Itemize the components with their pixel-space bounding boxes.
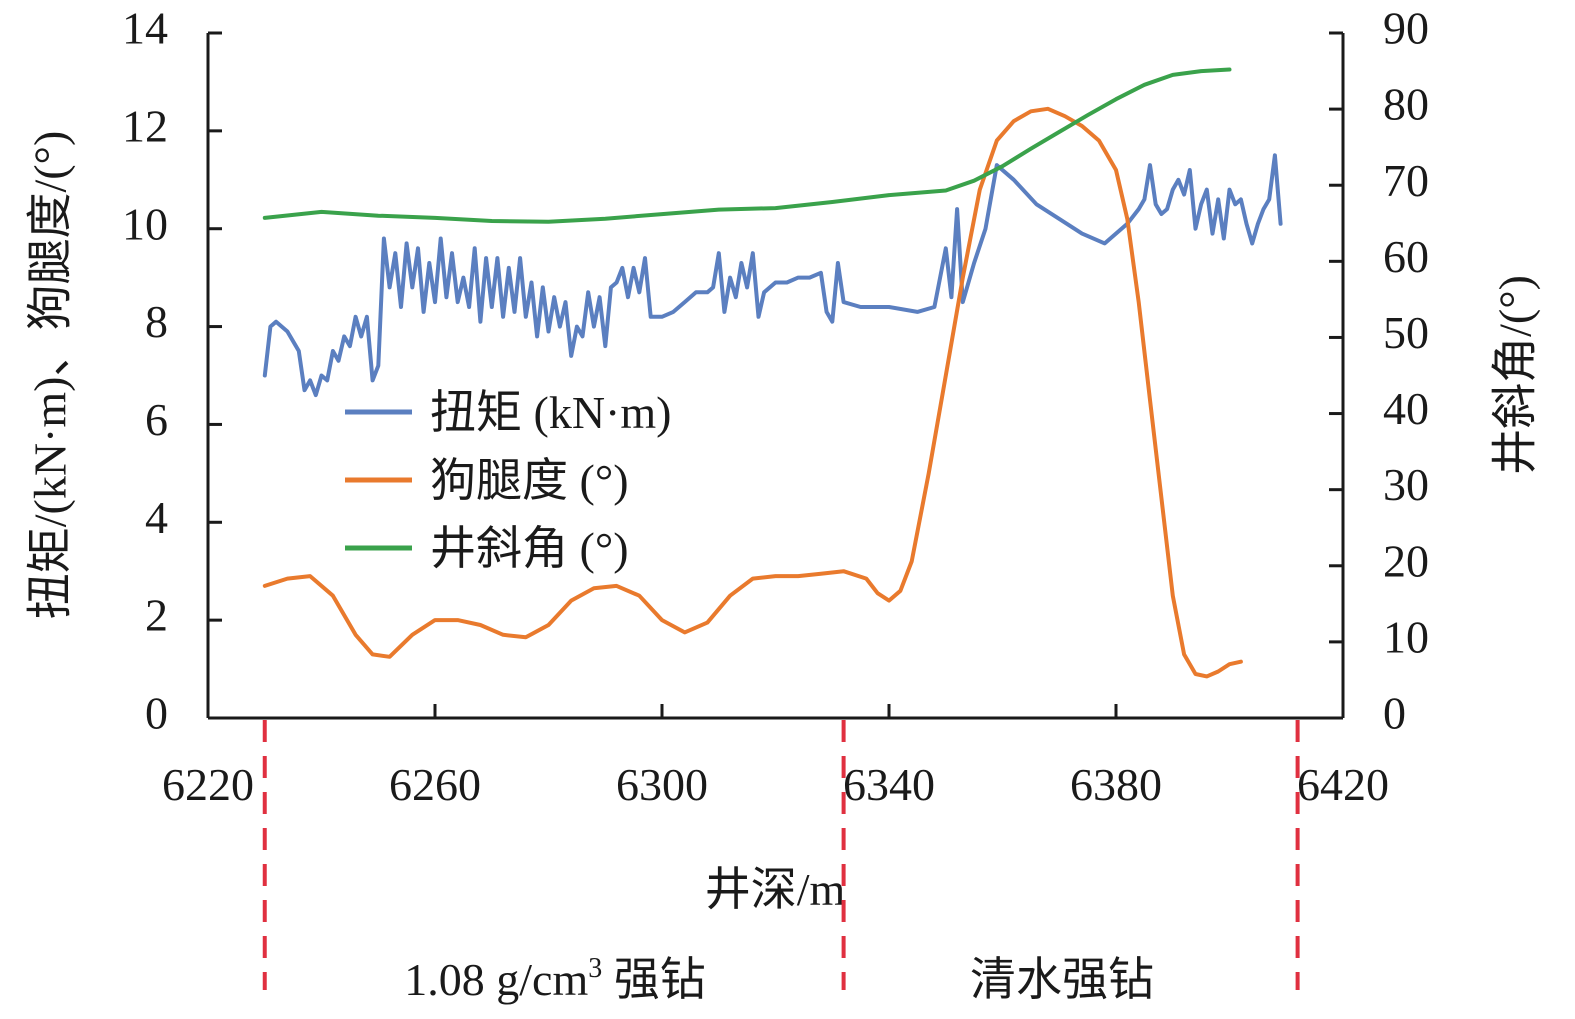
region-dividers	[262, 720, 1300, 990]
x-tick-label: 6340	[843, 759, 935, 810]
x-tick-label: 6380	[1070, 759, 1162, 810]
legend: 扭矩 (kN·m) 狗腿度 (°) 井斜角 (°)	[345, 387, 671, 574]
region-label-water: 清水强钻	[970, 954, 1154, 1005]
right-tick-labels: 0 10 20 30 40 50 60 70 80 90	[1383, 3, 1429, 739]
region-label-mud: 1.08 g/cm3 强钻	[404, 953, 705, 1005]
series-lines	[262, 67, 1283, 679]
region-label-mud-suffix: 强钻	[602, 954, 706, 1005]
y-left-tick-label: 2	[145, 590, 168, 641]
y-right-tick-label: 60	[1383, 231, 1429, 282]
x-tick-label: 6260	[389, 759, 481, 810]
y-right-tick-label: 30	[1383, 459, 1429, 510]
y-left-tick-label: 8	[145, 296, 168, 347]
y-right-tick-label: 90	[1383, 3, 1429, 54]
series-line-torque	[262, 153, 1283, 398]
region-label-mud-base: 1.08 g/cm	[404, 954, 588, 1005]
legend-label-inclination: 井斜角 (°)	[430, 523, 629, 574]
y-right-tick-label: 40	[1383, 383, 1429, 434]
y-left-tick-label: 6	[145, 394, 168, 445]
y-left-tick-label: 10	[122, 198, 168, 249]
x-axis-title: 井深/m	[705, 864, 846, 915]
y-right-tick-label: 50	[1383, 307, 1429, 358]
y-right-tick-label: 70	[1383, 155, 1429, 206]
y-left-tick-label: 4	[145, 492, 168, 543]
x-tick-label: 6220	[162, 759, 254, 810]
y-left-tick-label: 0	[145, 688, 168, 739]
y-right-axis-title: 井斜角/(°)	[1490, 275, 1541, 475]
region-label-mud-sup: 3	[588, 953, 602, 984]
y-left-tick-label: 12	[122, 100, 168, 151]
y-right-tick-label: 80	[1383, 79, 1429, 130]
y-left-tick-label: 14	[122, 3, 168, 54]
axes	[206, 31, 1345, 720]
x-tick-label: 6300	[616, 759, 708, 810]
x-tick-labels: 6220 6260 6300 6340 6380 6420	[162, 759, 1389, 810]
series-line-dogleg	[262, 106, 1243, 679]
y-right-tick-label: 0	[1383, 688, 1406, 739]
left-tick-labels: 0 2 4 6 8 10 12 14	[122, 3, 168, 739]
legend-label-dogleg: 狗腿度 (°)	[430, 455, 629, 506]
y-right-tick-label: 20	[1383, 535, 1429, 586]
x-tick-label: 6420	[1297, 759, 1389, 810]
legend-label-torque: 扭矩 (kN·m)	[430, 387, 671, 438]
series-line-inclination	[262, 67, 1232, 224]
y-left-axis-title: 扭矩/(kN·m)、狗腿度/(°)	[25, 131, 76, 620]
y-right-tick-label: 10	[1383, 611, 1429, 662]
